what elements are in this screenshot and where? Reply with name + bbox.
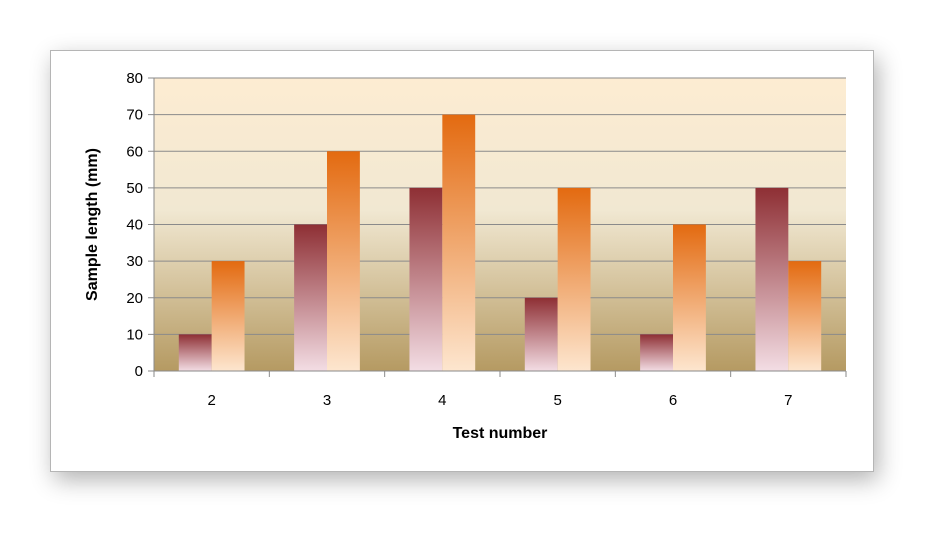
y-tick-label: 60 [126, 143, 143, 160]
x-tick-label: 4 [438, 392, 446, 409]
bars [178, 114, 822, 371]
bar-series2-7 [788, 261, 822, 371]
axes [148, 77, 847, 377]
x-tick-label: 2 [207, 392, 215, 409]
y-tick-label: 20 [126, 290, 143, 307]
x-tick-label: 7 [784, 392, 792, 409]
y-tick-label: 70 [126, 107, 143, 124]
chart-frame: 0 10 20 30 40 50 60 70 80 2 3 4 5 6 7 Sample length (… [50, 50, 874, 472]
y-tick-label: 30 [126, 253, 143, 270]
x-tick-label: 6 [669, 392, 677, 409]
bar-chart: 0 10 20 30 40 50 60 70 80 2 3 4 5 6 7 Sample length (… [84, 70, 847, 442]
bar-series1-6 [640, 334, 673, 371]
x-tick-label: 5 [553, 392, 561, 409]
bar-series1-3 [294, 224, 327, 371]
bar-series2-5 [557, 187, 591, 371]
y-tick-labels: 0 10 20 30 40 50 60 70 80 [126, 70, 143, 380]
x-axis-title: Test number [453, 425, 548, 442]
x-tick-labels: 2 3 4 5 6 7 [207, 392, 792, 409]
x-tick-label: 3 [323, 392, 331, 409]
y-tick-label: 50 [126, 180, 143, 197]
bar-series1-7 [755, 187, 789, 371]
bar-series2-4 [442, 114, 476, 371]
grid-lines [154, 77, 846, 335]
bar-series2-3 [327, 151, 360, 371]
bar-series2-6 [673, 224, 706, 371]
y-tick-label: 10 [126, 326, 143, 343]
bar-series1-5 [524, 297, 558, 371]
y-tick-label: 0 [135, 363, 143, 380]
bar-series1-2 [178, 334, 212, 371]
bar-series1-4 [409, 187, 443, 371]
bar-series2-2 [211, 261, 245, 371]
y-axis-title: Sample length (mm) [84, 148, 101, 301]
y-tick-label: 40 [126, 217, 143, 234]
y-tick-label: 80 [126, 70, 143, 87]
